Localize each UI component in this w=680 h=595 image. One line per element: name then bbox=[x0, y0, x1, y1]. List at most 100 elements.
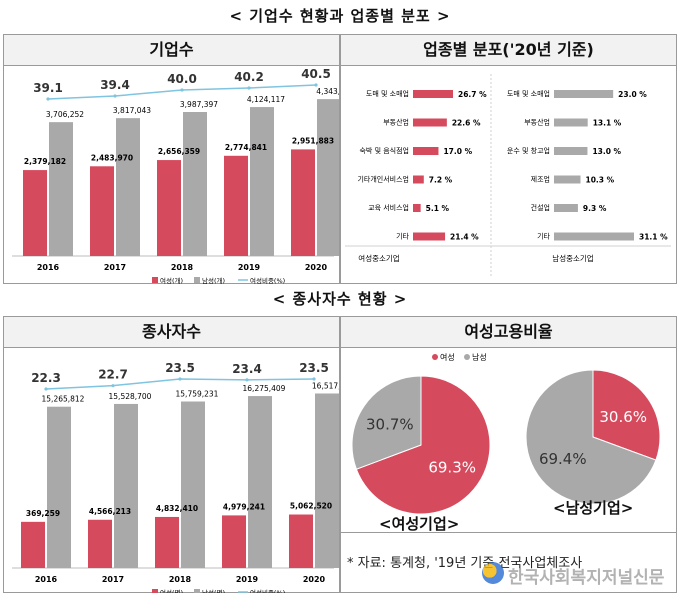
ratio-chart: 여성 남성 69.3% 30.7% 30.6% 69.4% bbox=[351, 352, 661, 515]
bar-male bbox=[315, 393, 339, 568]
category-label: 제조업 bbox=[531, 176, 550, 184]
ratio-line-point bbox=[178, 377, 182, 381]
bar-female-label: 2,656,359 bbox=[158, 147, 200, 156]
companies-chart: 2,379,182 3,706,252 2016 39.1 2,483,970 3,817… bbox=[12, 67, 339, 284]
pie-slice-female bbox=[355, 375, 491, 515]
ratio-line-point bbox=[314, 83, 318, 87]
bar-female-label: 2,774,841 bbox=[225, 143, 267, 152]
bar-male bbox=[114, 403, 138, 568]
industry-value-label: 13.0 % bbox=[592, 147, 621, 156]
category-label: 기타 bbox=[537, 232, 550, 241]
bar-male-label: 15,528,700 bbox=[109, 392, 152, 401]
bar-female bbox=[289, 514, 313, 568]
ratio-line-label: 23.4 bbox=[232, 362, 262, 376]
bar-female bbox=[90, 166, 114, 256]
x-tick-label: 2016 bbox=[35, 575, 58, 584]
legend-swatch-female bbox=[152, 277, 158, 283]
middle-section-title: < 종사자수 현황 > bbox=[272, 290, 408, 308]
industry-bar bbox=[413, 204, 421, 212]
bar-female bbox=[23, 170, 47, 256]
legend-swatch-male bbox=[194, 277, 200, 283]
category-label: 기타개인서비스업 bbox=[357, 175, 409, 184]
x-tick-label: 2020 bbox=[303, 575, 326, 584]
ratio-line-label: 39.4 bbox=[100, 78, 130, 92]
industry-value-label: 5.1 % bbox=[426, 204, 450, 213]
category-label: 교육 서비스업 bbox=[368, 203, 409, 212]
category-label: 도매 및 소매업 bbox=[366, 90, 409, 98]
industry-value-label: 9.3 % bbox=[583, 204, 607, 213]
x-tick-label: 2020 bbox=[305, 263, 328, 272]
ratio-line-label: 40.2 bbox=[234, 70, 264, 84]
pie-legend-swatch-female bbox=[432, 354, 438, 360]
source-divider bbox=[341, 532, 676, 533]
bar-male-label: 3,987,397 bbox=[180, 100, 218, 109]
ratio-line-point bbox=[245, 378, 249, 382]
x-tick-label: 2017 bbox=[102, 575, 124, 584]
pie-label-female: 30.6% bbox=[599, 408, 647, 426]
ratio-line-label: 22.7 bbox=[98, 368, 128, 382]
male-industry-caption: 남성중소기업 bbox=[552, 254, 593, 263]
bar-female-label: 2,379,182 bbox=[24, 157, 66, 166]
industry-value-label: 7.2 % bbox=[429, 176, 453, 185]
pie-label-male: 69.4% bbox=[539, 450, 587, 468]
industry-chart: 도매 및 소매업 26.7 % 부동산업 22.6 % 숙박 및 음식점업 17.0 % 기… bbox=[345, 74, 671, 276]
legend-label-male: 남성(명) bbox=[202, 588, 225, 593]
ratio-line-point bbox=[44, 387, 48, 391]
workers-chart: 369,259 15,265,812 2016 22.3 4,566,213 15,528… bbox=[12, 361, 339, 593]
ratio-line-label: 39.1 bbox=[33, 81, 63, 95]
industry-value-label: 10.3 % bbox=[585, 176, 614, 185]
legend-label-line: 여성비중(%) bbox=[250, 588, 285, 593]
legend-swatch-male bbox=[194, 589, 200, 593]
ratio-line-point bbox=[180, 88, 184, 92]
legend-label-line: 여성비중(%) bbox=[250, 276, 285, 284]
industry-value-label: 31.1 % bbox=[639, 233, 668, 242]
ratio-line-point bbox=[312, 377, 316, 381]
pie-label-male: 30.7% bbox=[366, 415, 414, 433]
industry-bar bbox=[413, 147, 439, 155]
bar-female-label: 2,951,883 bbox=[292, 136, 334, 145]
ratio-line-point bbox=[113, 94, 117, 98]
ratio-panel: 여성고용비율 여성 남성 69.3% 30.7% 30.6% 69.4% <여성기업> <… bbox=[340, 316, 677, 593]
bar-male-label: 16,517,97 bbox=[312, 381, 339, 390]
industry-panel-title: 업종별 분포('20년 기준) bbox=[341, 35, 676, 66]
x-tick-label: 2018 bbox=[171, 263, 194, 272]
bar-male bbox=[47, 406, 71, 568]
industry-bar bbox=[554, 175, 581, 184]
pie-slice-male bbox=[525, 369, 657, 505]
bar-male-label: 4,343,51 bbox=[316, 87, 339, 96]
bar-female-label: 369,259 bbox=[26, 509, 60, 518]
bar-male bbox=[317, 99, 339, 256]
industry-value-label: 23.0 % bbox=[618, 90, 647, 99]
x-tick-label: 2016 bbox=[37, 263, 60, 272]
bar-female bbox=[291, 149, 315, 256]
pie-label-female: 69.3% bbox=[428, 459, 476, 477]
category-label: 운수 및 창고업 bbox=[507, 147, 550, 155]
bar-female bbox=[157, 160, 181, 256]
industry-bar bbox=[413, 118, 447, 127]
bar-male-label: 15,759,231 bbox=[176, 390, 219, 399]
industry-bar bbox=[554, 90, 614, 98]
pie-legend-label-male: 남성 bbox=[472, 353, 487, 362]
x-tick-label: 2019 bbox=[238, 263, 261, 272]
source-note: * 자료: 통계청, '19년 기준 전국사업체조사 bbox=[347, 556, 583, 571]
category-label: 숙박 및 음식점업 bbox=[359, 146, 409, 155]
bar-female-label: 2,483,970 bbox=[91, 153, 133, 162]
ratio-line-label: 22.3 bbox=[31, 371, 61, 385]
bar-female bbox=[222, 515, 246, 568]
pie-legend-swatch-male bbox=[464, 354, 470, 360]
ratio-line-label: 40.0 bbox=[167, 72, 197, 86]
female-industry-caption: 여성중소기업 bbox=[358, 253, 399, 263]
bar-male bbox=[181, 401, 205, 568]
watermark-text: 한국사회복지저널신문 bbox=[508, 568, 665, 588]
x-tick-label: 2018 bbox=[169, 575, 192, 584]
bar-male bbox=[250, 107, 274, 257]
watermark-logo bbox=[482, 562, 504, 584]
industry-bar bbox=[554, 147, 588, 155]
legend-label-female: 여성(개) bbox=[160, 276, 183, 284]
industry-bar bbox=[554, 232, 634, 241]
bar-female bbox=[88, 519, 112, 568]
x-tick-label: 2019 bbox=[236, 575, 259, 584]
bar-female-label: 4,832,410 bbox=[156, 504, 198, 513]
bar-female bbox=[224, 155, 248, 256]
bar-male bbox=[183, 111, 207, 256]
